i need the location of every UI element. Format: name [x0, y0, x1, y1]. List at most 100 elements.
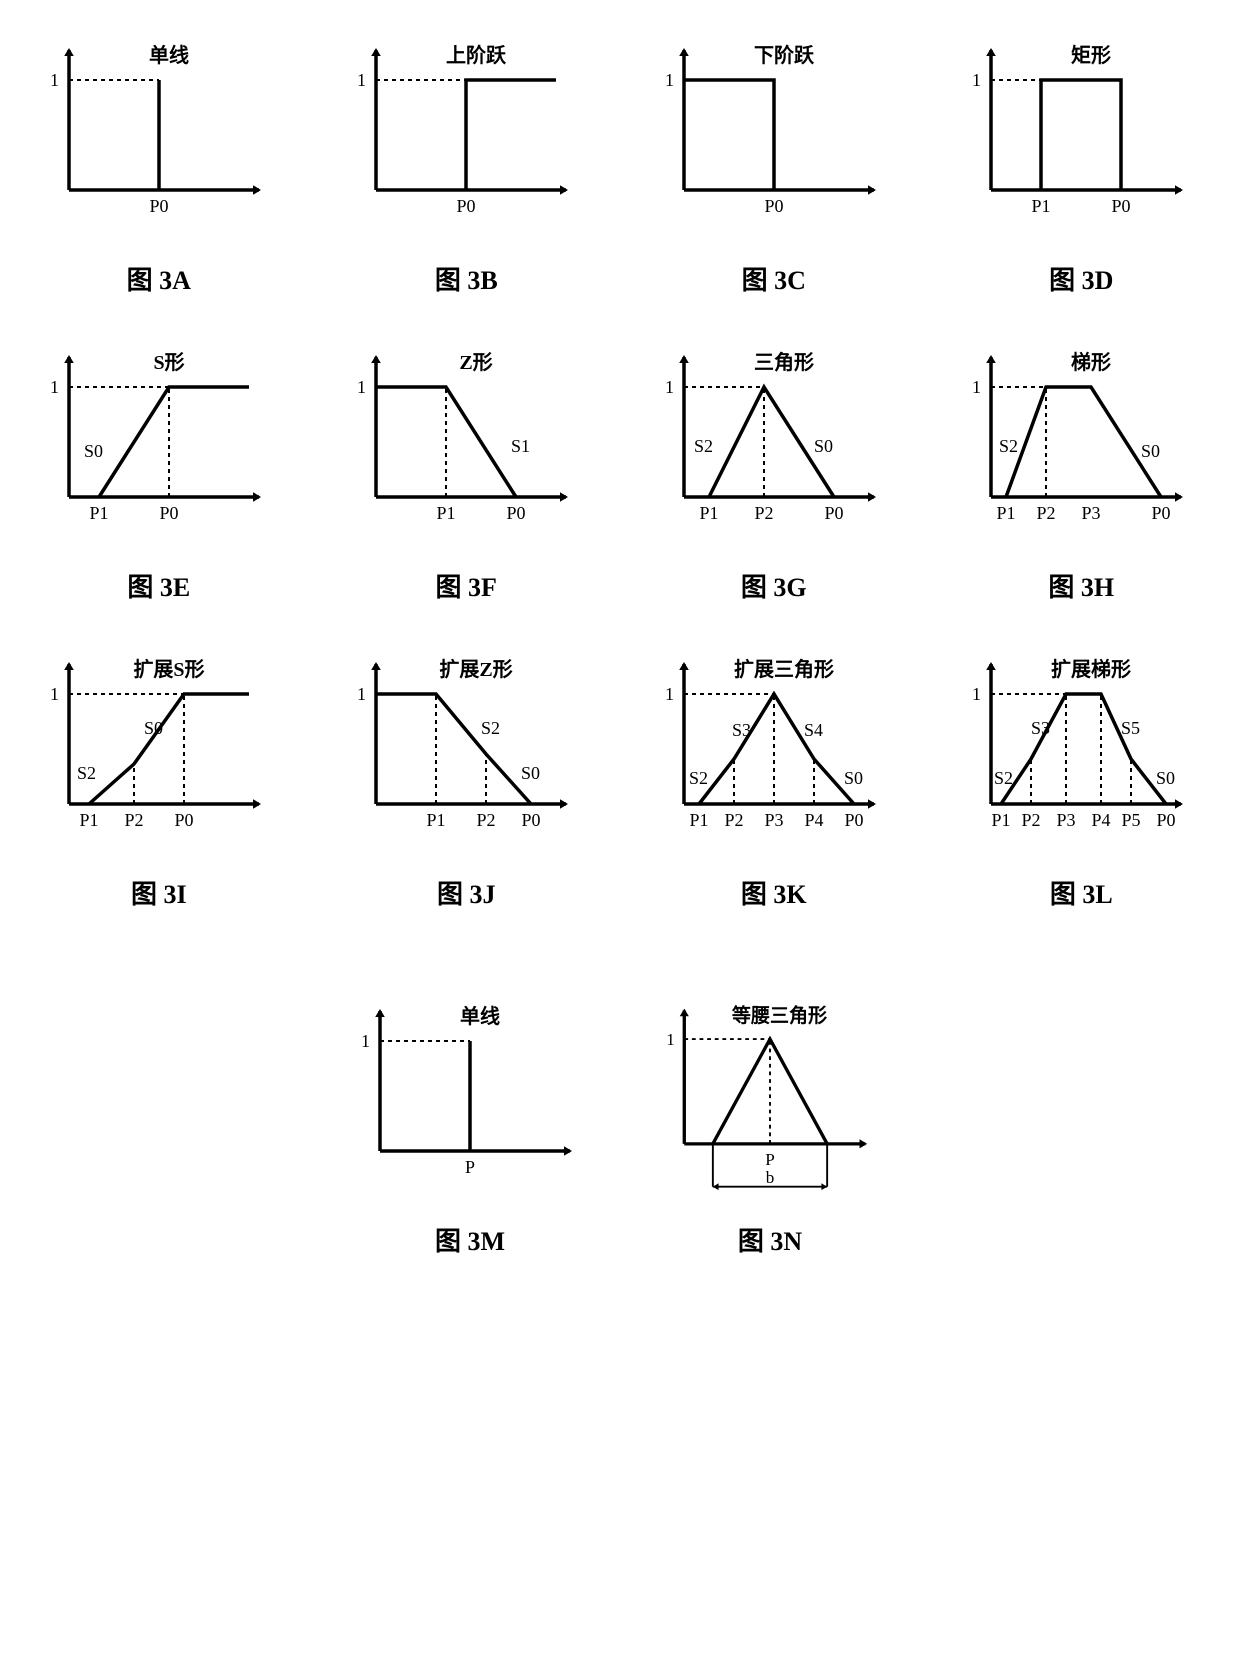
- svg-text:扩展梯形: 扩展梯形: [1051, 657, 1131, 681]
- caption-B: 图 3B: [435, 260, 498, 297]
- svg-text:P4: P4: [804, 810, 823, 830]
- svg-text:P4: P4: [1092, 810, 1111, 830]
- caption-N: 图 3N: [738, 1221, 802, 1258]
- svg-text:S3: S3: [1031, 718, 1050, 738]
- svg-text:P2: P2: [477, 810, 496, 830]
- svg-text:单线: 单线: [149, 43, 189, 67]
- plot-A: 1P0单线: [39, 40, 279, 240]
- plot-K: 1P1P2P3P4P0S2S3S4S0扩展三角形: [654, 654, 894, 854]
- caption-J: 图 3J: [437, 874, 496, 911]
- cell-E: 1 P1 P0 S0 S形图 3E: [20, 347, 298, 604]
- svg-text:S1: S1: [511, 436, 530, 456]
- svg-text:P0: P0: [764, 196, 783, 216]
- cell-B: 1 P0 上阶跃图 3B: [328, 40, 606, 297]
- svg-text:P0: P0: [844, 810, 863, 830]
- caption-L: 图 3L: [1050, 874, 1113, 911]
- svg-text:上阶跃: 上阶跃: [446, 43, 507, 67]
- caption-E: 图 3E: [127, 567, 190, 604]
- svg-text:P1: P1: [689, 810, 708, 830]
- caption-G: 图 3G: [741, 567, 807, 604]
- svg-text:S2: S2: [77, 763, 96, 783]
- plot-J: 1P1P2P0S2S0扩展Z形: [346, 654, 586, 854]
- svg-text:三角形: 三角形: [754, 350, 814, 374]
- caption-D: 图 3D: [1049, 260, 1113, 297]
- svg-text:S4: S4: [804, 720, 823, 740]
- svg-text:S5: S5: [1121, 718, 1140, 738]
- svg-text:P1: P1: [992, 810, 1011, 830]
- svg-text:P1: P1: [699, 503, 718, 523]
- caption-I: 图 3I: [131, 874, 187, 911]
- svg-text:P0: P0: [159, 503, 178, 523]
- svg-text:P0: P0: [1152, 503, 1171, 523]
- svg-text:1: 1: [972, 684, 981, 704]
- cell-D: 1P1P0矩形图 3D: [943, 40, 1221, 297]
- svg-text:P0: P0: [149, 196, 168, 216]
- svg-text:1: 1: [665, 70, 674, 90]
- svg-text:扩展三角形: 扩展三角形: [734, 657, 834, 681]
- caption-K: 图 3K: [741, 874, 807, 911]
- svg-text:1: 1: [361, 1031, 370, 1051]
- svg-text:P0: P0: [174, 810, 193, 830]
- svg-text:1: 1: [50, 377, 59, 397]
- svg-text:1: 1: [50, 684, 59, 704]
- svg-text:S0: S0: [144, 718, 163, 738]
- svg-text:P1: P1: [89, 503, 108, 523]
- svg-text:P2: P2: [124, 810, 143, 830]
- svg-text:S2: S2: [481, 718, 500, 738]
- caption-A: 图 3A: [127, 260, 191, 297]
- svg-text:P2: P2: [1022, 810, 1041, 830]
- svg-text:Z形: Z形: [460, 351, 493, 374]
- svg-text:P2: P2: [724, 810, 743, 830]
- svg-text:P1: P1: [79, 810, 98, 830]
- svg-text:P2: P2: [754, 503, 773, 523]
- svg-text:P0: P0: [1112, 196, 1131, 216]
- svg-text:P0: P0: [457, 196, 476, 216]
- cell-K: 1P1P2P3P4P0S2S3S4S0扩展三角形图 3K: [635, 654, 913, 911]
- svg-text:S2: S2: [689, 768, 708, 788]
- bottom-row: 1 P 单线图 3M 1P等腰三角形b 图 3N: [20, 1001, 1220, 1258]
- svg-text:梯形: 梯形: [1071, 350, 1111, 374]
- cell-J: 1P1P2P0S2S0扩展Z形图 3J: [328, 654, 606, 911]
- plot-L: 1P1P2P3P4P5P0S2S3S5S0扩展梯形: [961, 654, 1201, 854]
- svg-text:S0: S0: [84, 441, 103, 461]
- svg-text:1: 1: [357, 684, 366, 704]
- cell-G: 1P1P2P0S2S0三角形图 3G: [635, 347, 913, 604]
- svg-text:S形: S形: [153, 351, 184, 374]
- svg-text:P: P: [465, 1157, 475, 1177]
- svg-text:P0: P0: [522, 810, 541, 830]
- svg-text:1: 1: [357, 70, 366, 90]
- cell-M: 1 P 单线图 3M: [350, 1001, 590, 1258]
- svg-text:1: 1: [972, 70, 981, 90]
- cell-F: 1P1P0S1Z形图 3F: [328, 347, 606, 604]
- plot-C: 1 P0 下阶跃: [654, 40, 894, 240]
- svg-text:S0: S0: [1141, 441, 1160, 461]
- svg-text:单线: 单线: [460, 1004, 500, 1028]
- svg-text:S2: S2: [994, 768, 1013, 788]
- svg-text:P2: P2: [1037, 503, 1056, 523]
- caption-M: 图 3M: [435, 1221, 505, 1258]
- svg-text:S2: S2: [694, 436, 713, 456]
- svg-text:P0: P0: [1157, 810, 1176, 830]
- svg-text:1: 1: [357, 377, 366, 397]
- cell-C: 1P0下阶跃图 3C: [635, 40, 913, 297]
- svg-text:P0: P0: [507, 503, 526, 523]
- svg-text:1: 1: [972, 377, 981, 397]
- plot-D: 1P1P0矩形: [961, 40, 1201, 240]
- svg-text:P3: P3: [1082, 503, 1101, 523]
- plot-I: 1P1P2P0S2S0扩展S形: [39, 654, 279, 854]
- cell-L: 1P1P2P3P4P5P0S2S3S5S0扩展梯形图 3L: [943, 654, 1221, 911]
- caption-F: 图 3F: [436, 567, 497, 604]
- svg-text:S0: S0: [521, 763, 540, 783]
- svg-text:P5: P5: [1122, 810, 1141, 830]
- svg-text:1: 1: [666, 1030, 675, 1049]
- svg-text:P3: P3: [1057, 810, 1076, 830]
- caption-H: 图 3H: [1048, 567, 1114, 604]
- svg-text:S3: S3: [732, 720, 751, 740]
- plot-H: 1P1P2P3P0S2S0梯形: [961, 347, 1201, 547]
- plot-E: 1 P1 P0 S0 S形: [39, 347, 279, 547]
- svg-text:1: 1: [665, 377, 674, 397]
- plot-G: 1P1P2P0S2S0三角形: [654, 347, 894, 547]
- plot-N: 1P等腰三角形b: [650, 1001, 890, 1201]
- svg-text:b: b: [766, 1168, 775, 1187]
- svg-text:下阶跃: 下阶跃: [754, 43, 815, 67]
